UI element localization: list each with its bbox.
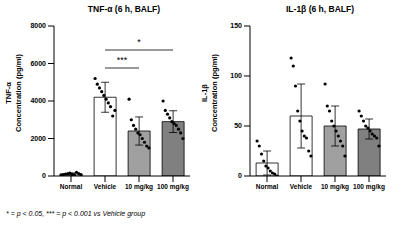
html-text:Concentration (pg/ml): Concentration (pg/ml) bbox=[14, 54, 23, 132]
svg-text:*: * bbox=[137, 37, 141, 47]
svg-text:4000: 4000 bbox=[30, 97, 46, 104]
html-text:Concentration (pg/ml): Concentration (pg/ml) bbox=[210, 54, 219, 132]
svg-text:8000: 8000 bbox=[30, 22, 46, 29]
svg-text:0: 0 bbox=[238, 172, 242, 179]
html-text:IL-1β (6 h, BALF): IL-1β (6 h, BALF) bbox=[286, 4, 354, 14]
svg-text:Normal: Normal bbox=[256, 183, 279, 190]
svg-text:100 mg/kg: 100 mg/kg bbox=[353, 183, 385, 191]
svg-text:Vehicle: Vehicle bbox=[290, 183, 313, 190]
svg-text:6000: 6000 bbox=[30, 60, 46, 67]
html-text:IL-1β: IL-1β bbox=[200, 84, 209, 102]
svg-text:50: 50 bbox=[234, 122, 242, 129]
svg-text:2000: 2000 bbox=[30, 135, 46, 142]
svg-text:***: *** bbox=[117, 55, 128, 65]
svg-text:100: 100 bbox=[230, 72, 242, 79]
html-text:TNF-α: TNF-α bbox=[4, 82, 13, 104]
svg-text:0: 0 bbox=[42, 172, 46, 179]
svg-text:150: 150 bbox=[230, 22, 242, 29]
html-text:* = p < 0.05, *** = p < 0.001: * = p < 0.05, *** = p < 0.001 vs Vehicle… bbox=[6, 210, 146, 217]
svg-text:100 mg/kg: 100 mg/kg bbox=[157, 183, 189, 191]
svg-text:10 mg/kg: 10 mg/kg bbox=[321, 183, 349, 191]
html-text:TNF-α (6 h, BALF): TNF-α (6 h, BALF) bbox=[87, 4, 161, 14]
svg-text:Vehicle: Vehicle bbox=[94, 183, 117, 190]
svg-text:10 mg/kg: 10 mg/kg bbox=[125, 183, 153, 191]
svg-text:Normal: Normal bbox=[60, 183, 83, 190]
